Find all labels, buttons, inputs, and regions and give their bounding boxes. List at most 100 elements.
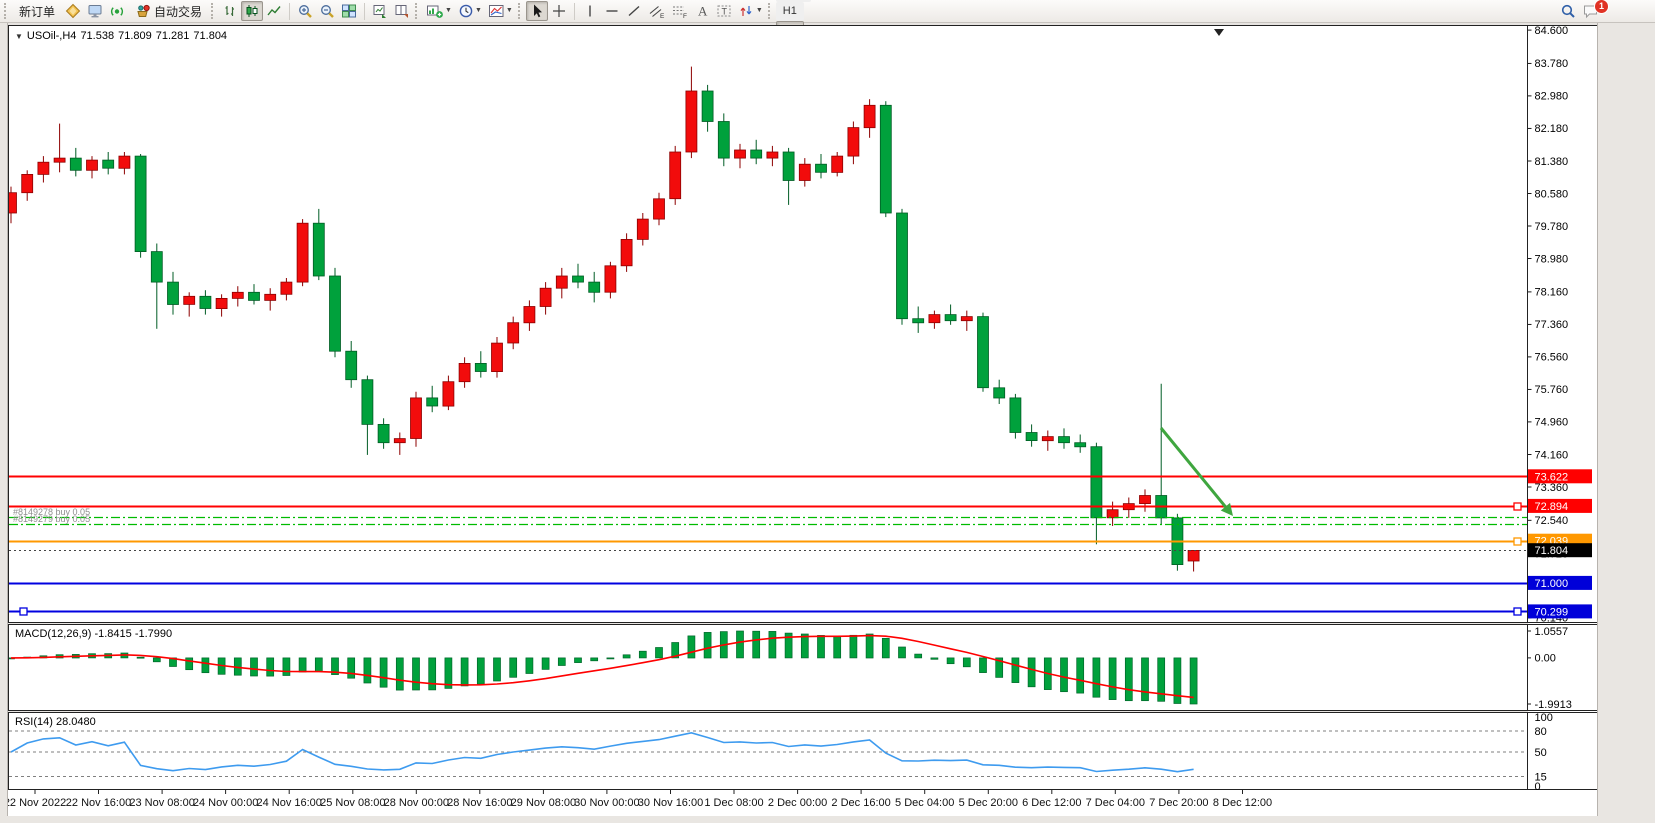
macd-indicator-pane[interactable]: MACD(12,26,9) -1.8415 -1.7990 (8, 624, 1528, 711)
horizontal-line-tool-button[interactable] (601, 1, 623, 21)
svg-text:50: 50 (1535, 747, 1547, 759)
crosshair-tool-button[interactable] (548, 1, 570, 21)
line-chart-type-button[interactable] (263, 1, 285, 21)
svg-text:1.0557: 1.0557 (1535, 626, 1569, 638)
toolbar-grip[interactable] (4, 3, 8, 19)
svg-text:22 Nov 16:00: 22 Nov 16:00 (66, 797, 131, 809)
rsi-chart[interactable] (9, 713, 1527, 789)
arrange-vertical-button[interactable] (391, 1, 413, 21)
toolbar-separator (364, 2, 366, 20)
auto-trading-icon (137, 4, 150, 17)
time-axis[interactable]: 22 Nov 2022 22 Nov 16:00 23 Nov 08:00 24 No… (8, 790, 1597, 816)
macd-label: MACD(12,26,9) -1.8415 -1.7990 (15, 628, 173, 640)
main-chart-pane[interactable]: #8149278 buy 0.05 #8149279 buy 0.05 ▼ USO… (8, 25, 1528, 623)
svg-text:80.580: 80.580 (1535, 188, 1569, 200)
rsi-indicator-pane[interactable]: RSI(14) 28.0480 (8, 712, 1528, 790)
bar-chart-type-button[interactable] (219, 1, 241, 21)
vertical-line-icon (589, 5, 591, 17)
symbol-label: USOil-,H4 (26, 30, 77, 42)
tile-windows-button[interactable] (338, 1, 360, 21)
svg-text:7 Dec 20:00: 7 Dec 20:00 (1149, 797, 1208, 809)
signals-icon (111, 7, 124, 16)
dropdown-caret: ▼ (505, 7, 513, 14)
svg-text:#8149278 buy 0.05: #8149278 buy 0.05 (13, 507, 90, 517)
rsi-label: RSI(14) 28.0480 (15, 716, 96, 728)
svg-text:A: A (698, 4, 708, 19)
svg-text:29 Nov 08:00: 29 Nov 08:00 (511, 797, 576, 809)
new-order-button[interactable]: 新订单 (12, 1, 62, 21)
auto-trading-button[interactable]: 自动交易 (128, 1, 209, 21)
arrows-tool-button[interactable]: ▼ (735, 1, 766, 21)
gold-tag-button[interactable] (62, 1, 84, 21)
notification-badge: 1 (1594, 0, 1609, 14)
svg-text:79.780: 79.780 (1535, 221, 1569, 233)
svg-text:-1.9913: -1.9913 (1535, 699, 1572, 711)
svg-text:0: 0 (1535, 781, 1541, 790)
periods-button[interactable]: ▼ (455, 1, 485, 21)
chat-button[interactable]: 1 (1579, 0, 1609, 21)
new-chart-button[interactable]: ▼ (423, 1, 455, 21)
chart-title: ▼ USOil-,H4 71.538 71.809 71.281 71.804 (15, 30, 227, 42)
candlestick-type-button[interactable] (241, 1, 264, 21)
dropdown-caret: ▼ (755, 7, 763, 14)
templates-button[interactable]: ▼ (485, 1, 516, 21)
svg-text:30 Nov 00:00: 30 Nov 00:00 (574, 797, 639, 809)
svg-text:#8149279 buy 0.05: #8149279 buy 0.05 (13, 514, 90, 524)
search-button[interactable] (1557, 1, 1579, 21)
text-label-tool-button[interactable]: T (713, 1, 735, 21)
toolbar: 新订单 自动交易 ▼ ▼ (0, 0, 1655, 97)
svg-text:84.600: 84.600 (1535, 25, 1569, 37)
zoom-in-button[interactable] (294, 1, 316, 21)
search-icon (1561, 4, 1575, 18)
svg-text:100: 100 (1535, 712, 1553, 724)
candlestick-icon (246, 5, 258, 17)
terminal-button[interactable] (84, 1, 106, 21)
fibonacci-icon: F (672, 6, 687, 19)
toolbar-grip[interactable] (767, 3, 772, 19)
gold-tag-icon (65, 3, 81, 19)
tf-button-H1[interactable]: H1 (775, 1, 804, 21)
zoom-in-icon (299, 5, 312, 18)
candlestick-chart[interactable]: #8149278 buy 0.05#8149279 buy 0.05 (9, 26, 1527, 622)
svg-text:8 Dec 12:00: 8 Dec 12:00 (1213, 797, 1272, 809)
bar-chart-icon (225, 6, 235, 16)
trendline-icon (628, 5, 640, 17)
svg-text:25 Nov 08:00: 25 Nov 08:00 (320, 797, 385, 809)
auto-trading-label: 自动交易 (154, 4, 203, 19)
svg-text:2 Dec 00:00: 2 Dec 00:00 (768, 797, 827, 809)
trendline-tool-button[interactable] (623, 1, 645, 21)
svg-text:73.622: 73.622 (1535, 471, 1569, 483)
vertical-line-tool-button[interactable] (579, 1, 601, 21)
svg-text:5 Dec 04:00: 5 Dec 04:00 (895, 797, 954, 809)
text-tool-button[interactable]: A (691, 1, 713, 21)
window-right-edge (1597, 23, 1655, 823)
svg-text:72.540: 72.540 (1535, 515, 1569, 527)
channel-tool-button[interactable]: E (645, 1, 668, 21)
svg-text:75.760: 75.760 (1535, 384, 1569, 396)
toolbar-right-group: 1 (1557, 0, 1655, 21)
cursor-tool-button[interactable] (525, 1, 548, 21)
zoom-out-button[interactable] (316, 1, 338, 21)
open-value: 71.538 (80, 30, 115, 42)
svg-text:74.160: 74.160 (1535, 449, 1569, 461)
svg-text:5 Dec 20:00: 5 Dec 20:00 (959, 797, 1018, 809)
svg-text:F: F (683, 13, 687, 19)
signals-button[interactable] (106, 1, 128, 21)
svg-text:15: 15 (1535, 771, 1547, 783)
toolbar-grip[interactable] (211, 3, 215, 19)
macd-chart[interactable] (9, 625, 1527, 710)
arrange-charts-button[interactable] (369, 1, 391, 21)
svg-text:82.180: 82.180 (1535, 123, 1569, 135)
toolbar-grip[interactable] (415, 3, 419, 19)
svg-text:72.894: 72.894 (1535, 501, 1569, 513)
tf-button-M30[interactable]: M30 (775, 0, 812, 2)
fibonacci-tool-button[interactable]: F (668, 1, 691, 21)
toolbar-grip[interactable] (517, 3, 522, 19)
svg-text:76.560: 76.560 (1535, 352, 1569, 364)
svg-text:71.804: 71.804 (1535, 545, 1569, 557)
price-axis[interactable]: 84.600 83.780 82.980 82.180 81.380 80.580 79.7… (1528, 25, 1597, 790)
down-arrow-annotation (1220, 502, 1233, 516)
dropdown-caret: ▼ (445, 7, 452, 14)
svg-text:7 Dec 04:00: 7 Dec 04:00 (1086, 797, 1145, 809)
svg-text:6 Dec 12:00: 6 Dec 12:00 (1022, 797, 1081, 809)
